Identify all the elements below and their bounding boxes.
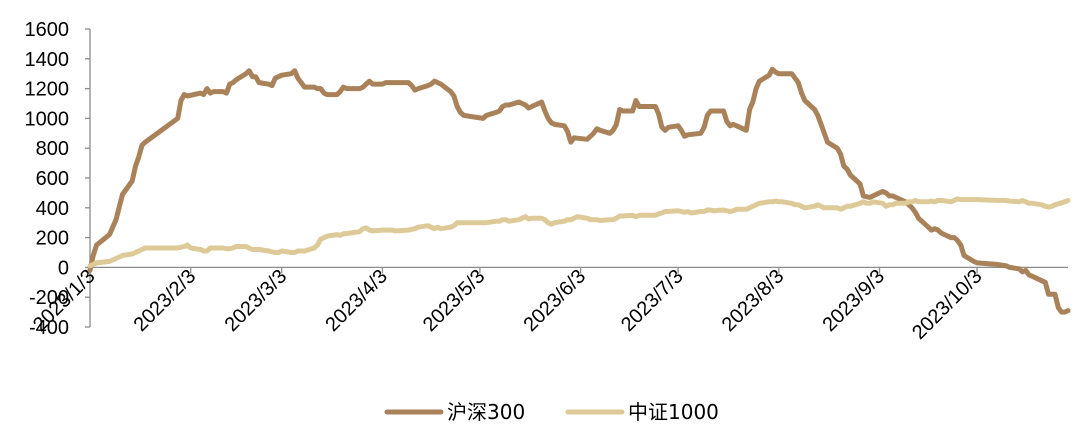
y-tick-label: 1400 [25, 49, 70, 71]
x-tick-label: 2023/10/3 [908, 265, 986, 343]
y-tick-label: 1000 [25, 108, 70, 130]
legend: 沪深300 中证1000 [384, 400, 719, 424]
series-lines [87, 66, 1071, 315]
x-tick-label: 2023/2/3 [130, 265, 201, 336]
y-tick-label: 1200 [25, 79, 70, 101]
y-tick-label: 0 [58, 257, 69, 279]
x-tick-label: 2023/3/3 [221, 265, 292, 336]
legend-label: 沪深300 [447, 400, 525, 424]
x-tick-label: 2023/5/3 [419, 265, 490, 336]
x-tick-label: 2023/9/3 [818, 265, 889, 336]
x-tick-label: 2023/7/3 [617, 265, 688, 336]
legend-item: 中证1000 [565, 400, 719, 424]
y-tick-label: 1600 [25, 19, 70, 41]
y-tick-label: 200 [36, 228, 69, 250]
x-tick-label: 2023/6/3 [520, 265, 591, 336]
series-line-0 [87, 66, 1071, 315]
y-tick-label: -400 [29, 317, 69, 339]
y-tick-label: 800 [36, 138, 69, 160]
y-tick-label: 400 [36, 198, 69, 220]
x-tick-label: 2023/4/3 [321, 265, 392, 336]
y-tick-label: -200 [29, 287, 69, 309]
y-axis: -400 -200 0 200 400 600 800 1000 1200 1400 1600 [25, 19, 91, 339]
x-tick-label: 2023/8/3 [718, 265, 789, 336]
y-tick-label: 600 [36, 168, 69, 190]
x-axis: 2023/1/3 2023/2/3 2023/3/3 2023/4/3 2023/5/3… [29, 265, 1068, 344]
series-line-1 [87, 196, 1071, 269]
legend-label: 中证1000 [628, 400, 719, 424]
legend-item: 沪深300 [384, 400, 525, 424]
